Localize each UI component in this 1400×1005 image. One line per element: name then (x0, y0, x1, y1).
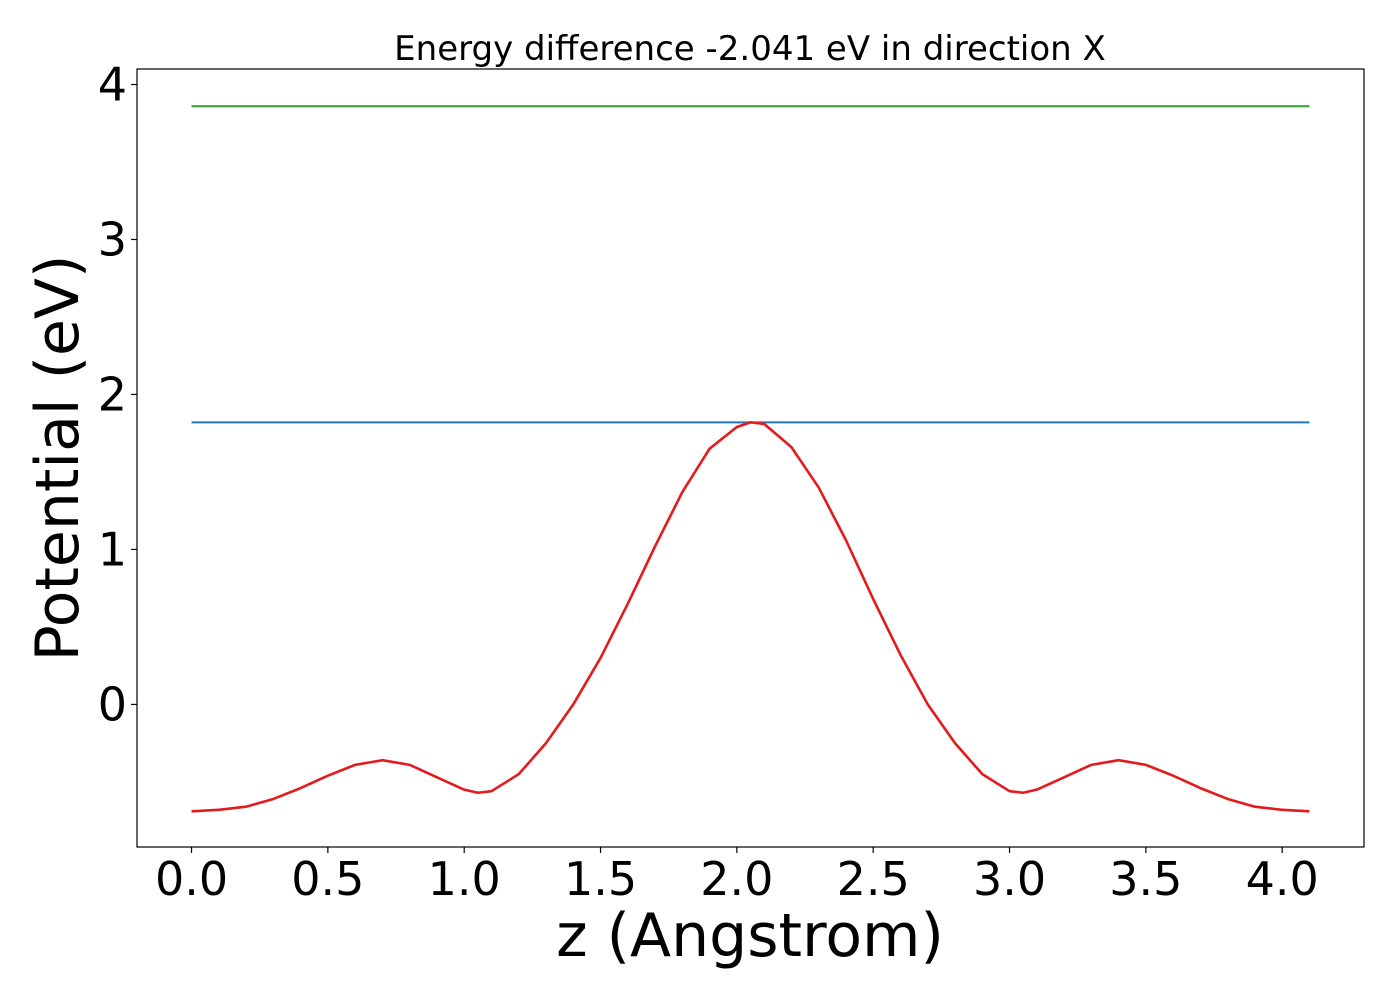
series-layer (191, 105, 1310, 813)
y-axis-ticks: 0 1 2 3 4 (98, 57, 137, 731)
series-line-2 (191, 421, 1310, 813)
x-tick-label: 1.0 (428, 852, 501, 906)
x-tick-label: 4.0 (1246, 852, 1319, 906)
x-tick-label: 2.0 (700, 852, 773, 906)
y-tick-label: 1 (98, 522, 127, 576)
x-axis-ticks: 0.0 0.5 1.0 1.5 2.0 2.5 3.0 3.5 4.0 (155, 847, 1319, 906)
chart-title: Energy difference -2.041 eV in direction… (394, 29, 1106, 69)
x-tick-label: 0.5 (291, 852, 364, 906)
x-tick-label: 3.0 (973, 852, 1046, 906)
x-tick-label: 3.5 (1109, 852, 1182, 906)
y-tick-label: 0 (98, 677, 127, 731)
y-axis-label: Potential (eV) (23, 255, 93, 662)
x-tick-label: 1.5 (564, 852, 637, 906)
plot-frame (136, 68, 1365, 848)
y-tick-label: 2 (98, 367, 127, 421)
x-axis-label: z (Angstrom) (556, 901, 944, 971)
y-tick-label: 4 (98, 57, 127, 111)
x-tick-label: 0.0 (155, 852, 228, 906)
y-tick-label: 3 (98, 212, 127, 266)
x-tick-label: 2.5 (837, 852, 910, 906)
